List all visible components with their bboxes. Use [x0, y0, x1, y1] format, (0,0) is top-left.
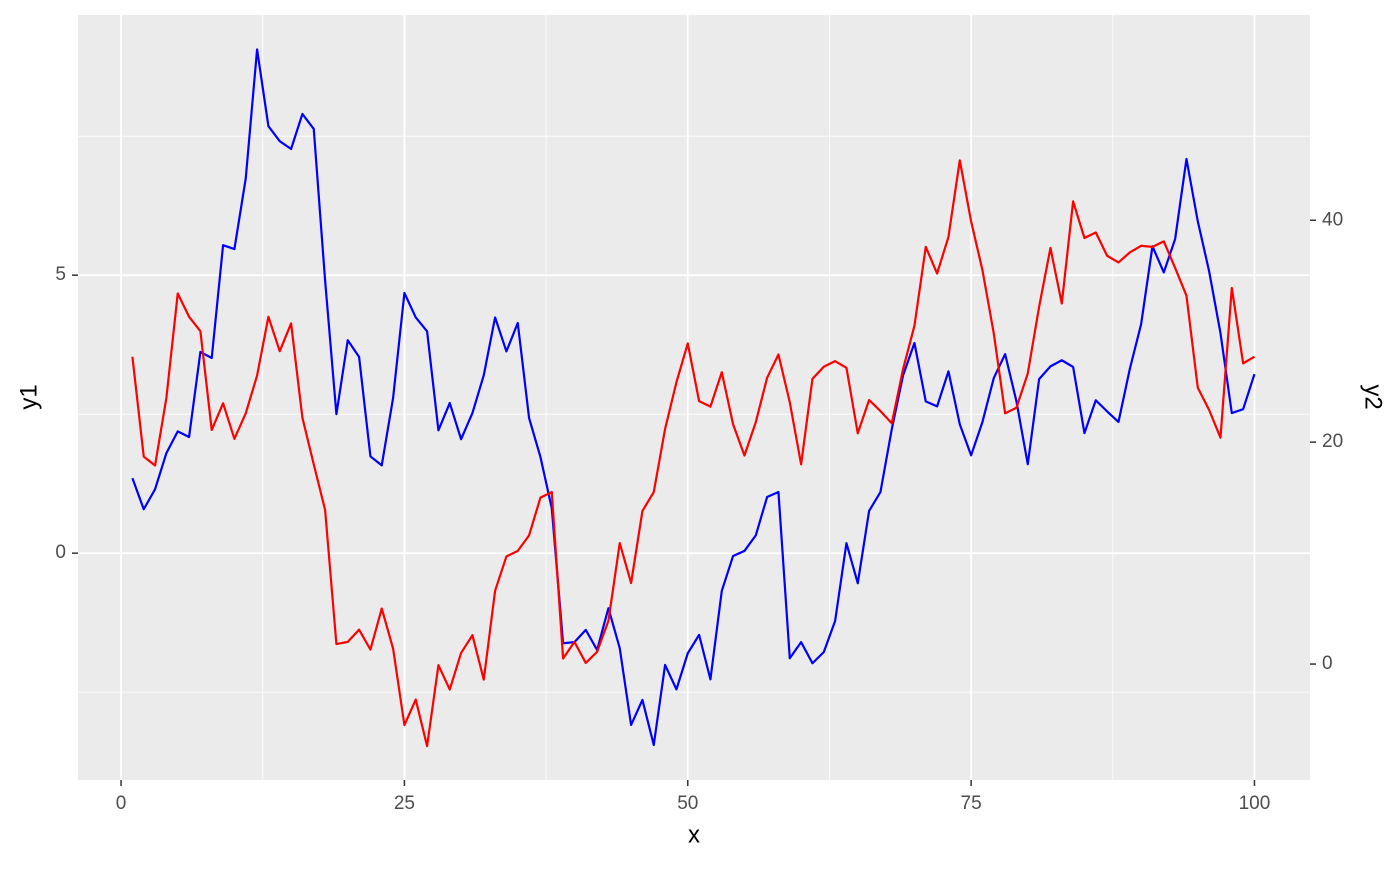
- y2-axis-title: y2: [1360, 384, 1387, 409]
- x-tick-label: 0: [116, 793, 127, 814]
- lines: [131, 48, 1256, 748]
- data-line: [131, 159, 1256, 748]
- x-axis-title: x: [688, 821, 700, 848]
- data-line: [131, 48, 1256, 747]
- y-tick-label: 5: [55, 264, 66, 285]
- x-tick-label: 100: [1239, 793, 1271, 814]
- y2-tick-label: 20: [1322, 431, 1343, 452]
- y2-tick-label: 40: [1322, 209, 1343, 230]
- y2-tick-label: 0: [1322, 653, 1333, 674]
- y-tick-label: 0: [55, 542, 66, 563]
- x-tick-label: 50: [677, 793, 698, 814]
- x-tick-label: 25: [394, 793, 415, 814]
- x-tick-label: 75: [961, 793, 982, 814]
- y-axis-title: y1: [15, 384, 42, 409]
